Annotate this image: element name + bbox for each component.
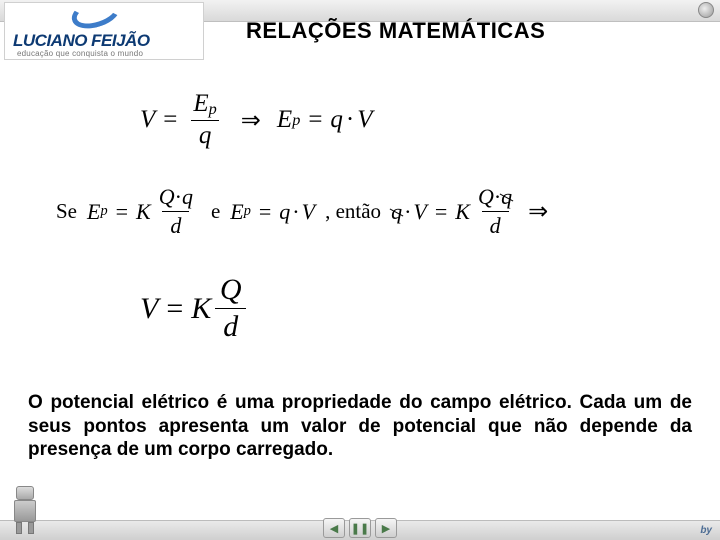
eq2c-den: d (482, 211, 509, 239)
robot-leg-left (16, 522, 22, 534)
eq1-fraction: Ep q (189, 90, 220, 150)
next-button[interactable]: ▶ (375, 518, 397, 538)
eq2a-q: q (182, 184, 193, 209)
eq3-V: V (140, 292, 158, 326)
equation-2: Se Ep = K Q·q d e Ep = q·V , então q·V =… (40, 184, 680, 239)
eq3-frac: Q d (215, 273, 246, 344)
eq2c-q-strike: q (391, 199, 402, 225)
gear-icon (698, 2, 714, 18)
eq2c-q2-strike: q (501, 184, 512, 210)
eq1-rhs-E: E (277, 106, 292, 134)
eq1-num-sub: p (209, 100, 217, 118)
logo-text: LUCIANO FEIJÃO (13, 31, 150, 51)
eq2c-eq: = (435, 199, 447, 225)
eq2b-q: q (279, 199, 290, 225)
eq2-arrow: ⇒ (528, 197, 548, 226)
eq3-den: d (215, 308, 246, 344)
equation-1: V = Ep q ⇒ Ep = q · V (40, 90, 680, 150)
eq1-rhs-V: V (357, 106, 372, 134)
eq2-entao: , então (325, 199, 381, 224)
eq1-V: V (140, 106, 155, 134)
equation-3: V = K Q d (40, 273, 680, 344)
robot-body (14, 500, 36, 522)
eq2a-Q: Q (159, 184, 175, 209)
eq2c-dot: · (404, 199, 411, 225)
nav-buttons: ◀ ❚❚ ▶ (323, 518, 397, 538)
eq1-arrow: ⇒ (241, 106, 261, 135)
eq1-num-E: E (193, 90, 208, 117)
eq2b-E: E (230, 199, 243, 225)
logo-subtitle: educação que conquista o mundo (17, 49, 143, 58)
eq2b-V: V (302, 199, 315, 225)
eq3-num: Q (216, 273, 246, 308)
eq1-rhs-sub: p (292, 111, 300, 130)
home-button[interactable]: ❚❚ (349, 518, 371, 538)
eq2-e: e (211, 199, 220, 224)
eq2c-numdot: · (494, 184, 501, 209)
eq2c-V: V (413, 199, 426, 225)
eq2a-K: K (136, 199, 151, 225)
eq2a-sub: p (100, 203, 107, 220)
content-area: V = Ep q ⇒ Ep = q · V Se Ep = K Q·q d e … (40, 90, 680, 378)
eq1-rhs-eq: = (308, 106, 322, 134)
robot-icon (10, 486, 40, 534)
eq2c-frac: Q·q d (474, 184, 516, 239)
eq2a-eq: = (116, 199, 128, 225)
eq2a-dot: · (175, 184, 182, 209)
page-title: RELAÇÕES MATEMÁTICAS (246, 18, 545, 44)
bottom-brand: by (700, 525, 712, 536)
eq2a-frac: Q·q d (155, 184, 197, 239)
logo-swoosh-icon (68, 0, 124, 34)
eq2b-sub: p (244, 203, 251, 220)
eq1-den: q (191, 120, 220, 150)
eq1-rhs-q: q (330, 106, 343, 134)
eq2c-Q: Q (478, 184, 494, 209)
logo: LUCIANO FEIJÃO educação que conquista o … (4, 2, 204, 60)
eq2b-dot: · (292, 199, 299, 225)
eq3-K: K (191, 292, 211, 326)
eq2a-num: Q·q (155, 184, 197, 211)
eq3-eq: = (166, 292, 183, 326)
robot-head (16, 486, 34, 500)
eq1-equals: = (163, 106, 177, 134)
eq1-num: Ep (189, 90, 220, 120)
eq2c-num: Q·q (474, 184, 516, 211)
eq1-rhs-dot: · (346, 106, 354, 134)
eq2-se: Se (56, 199, 77, 224)
prev-button[interactable]: ◀ (323, 518, 345, 538)
robot-leg-right (28, 522, 34, 534)
eq2a-E: E (87, 199, 100, 225)
eq2c-K: K (455, 199, 470, 225)
eq2b-eq: = (259, 199, 271, 225)
eq2a-den: d (162, 211, 189, 239)
paragraph: O potencial elétrico é uma propriedade d… (28, 391, 692, 462)
